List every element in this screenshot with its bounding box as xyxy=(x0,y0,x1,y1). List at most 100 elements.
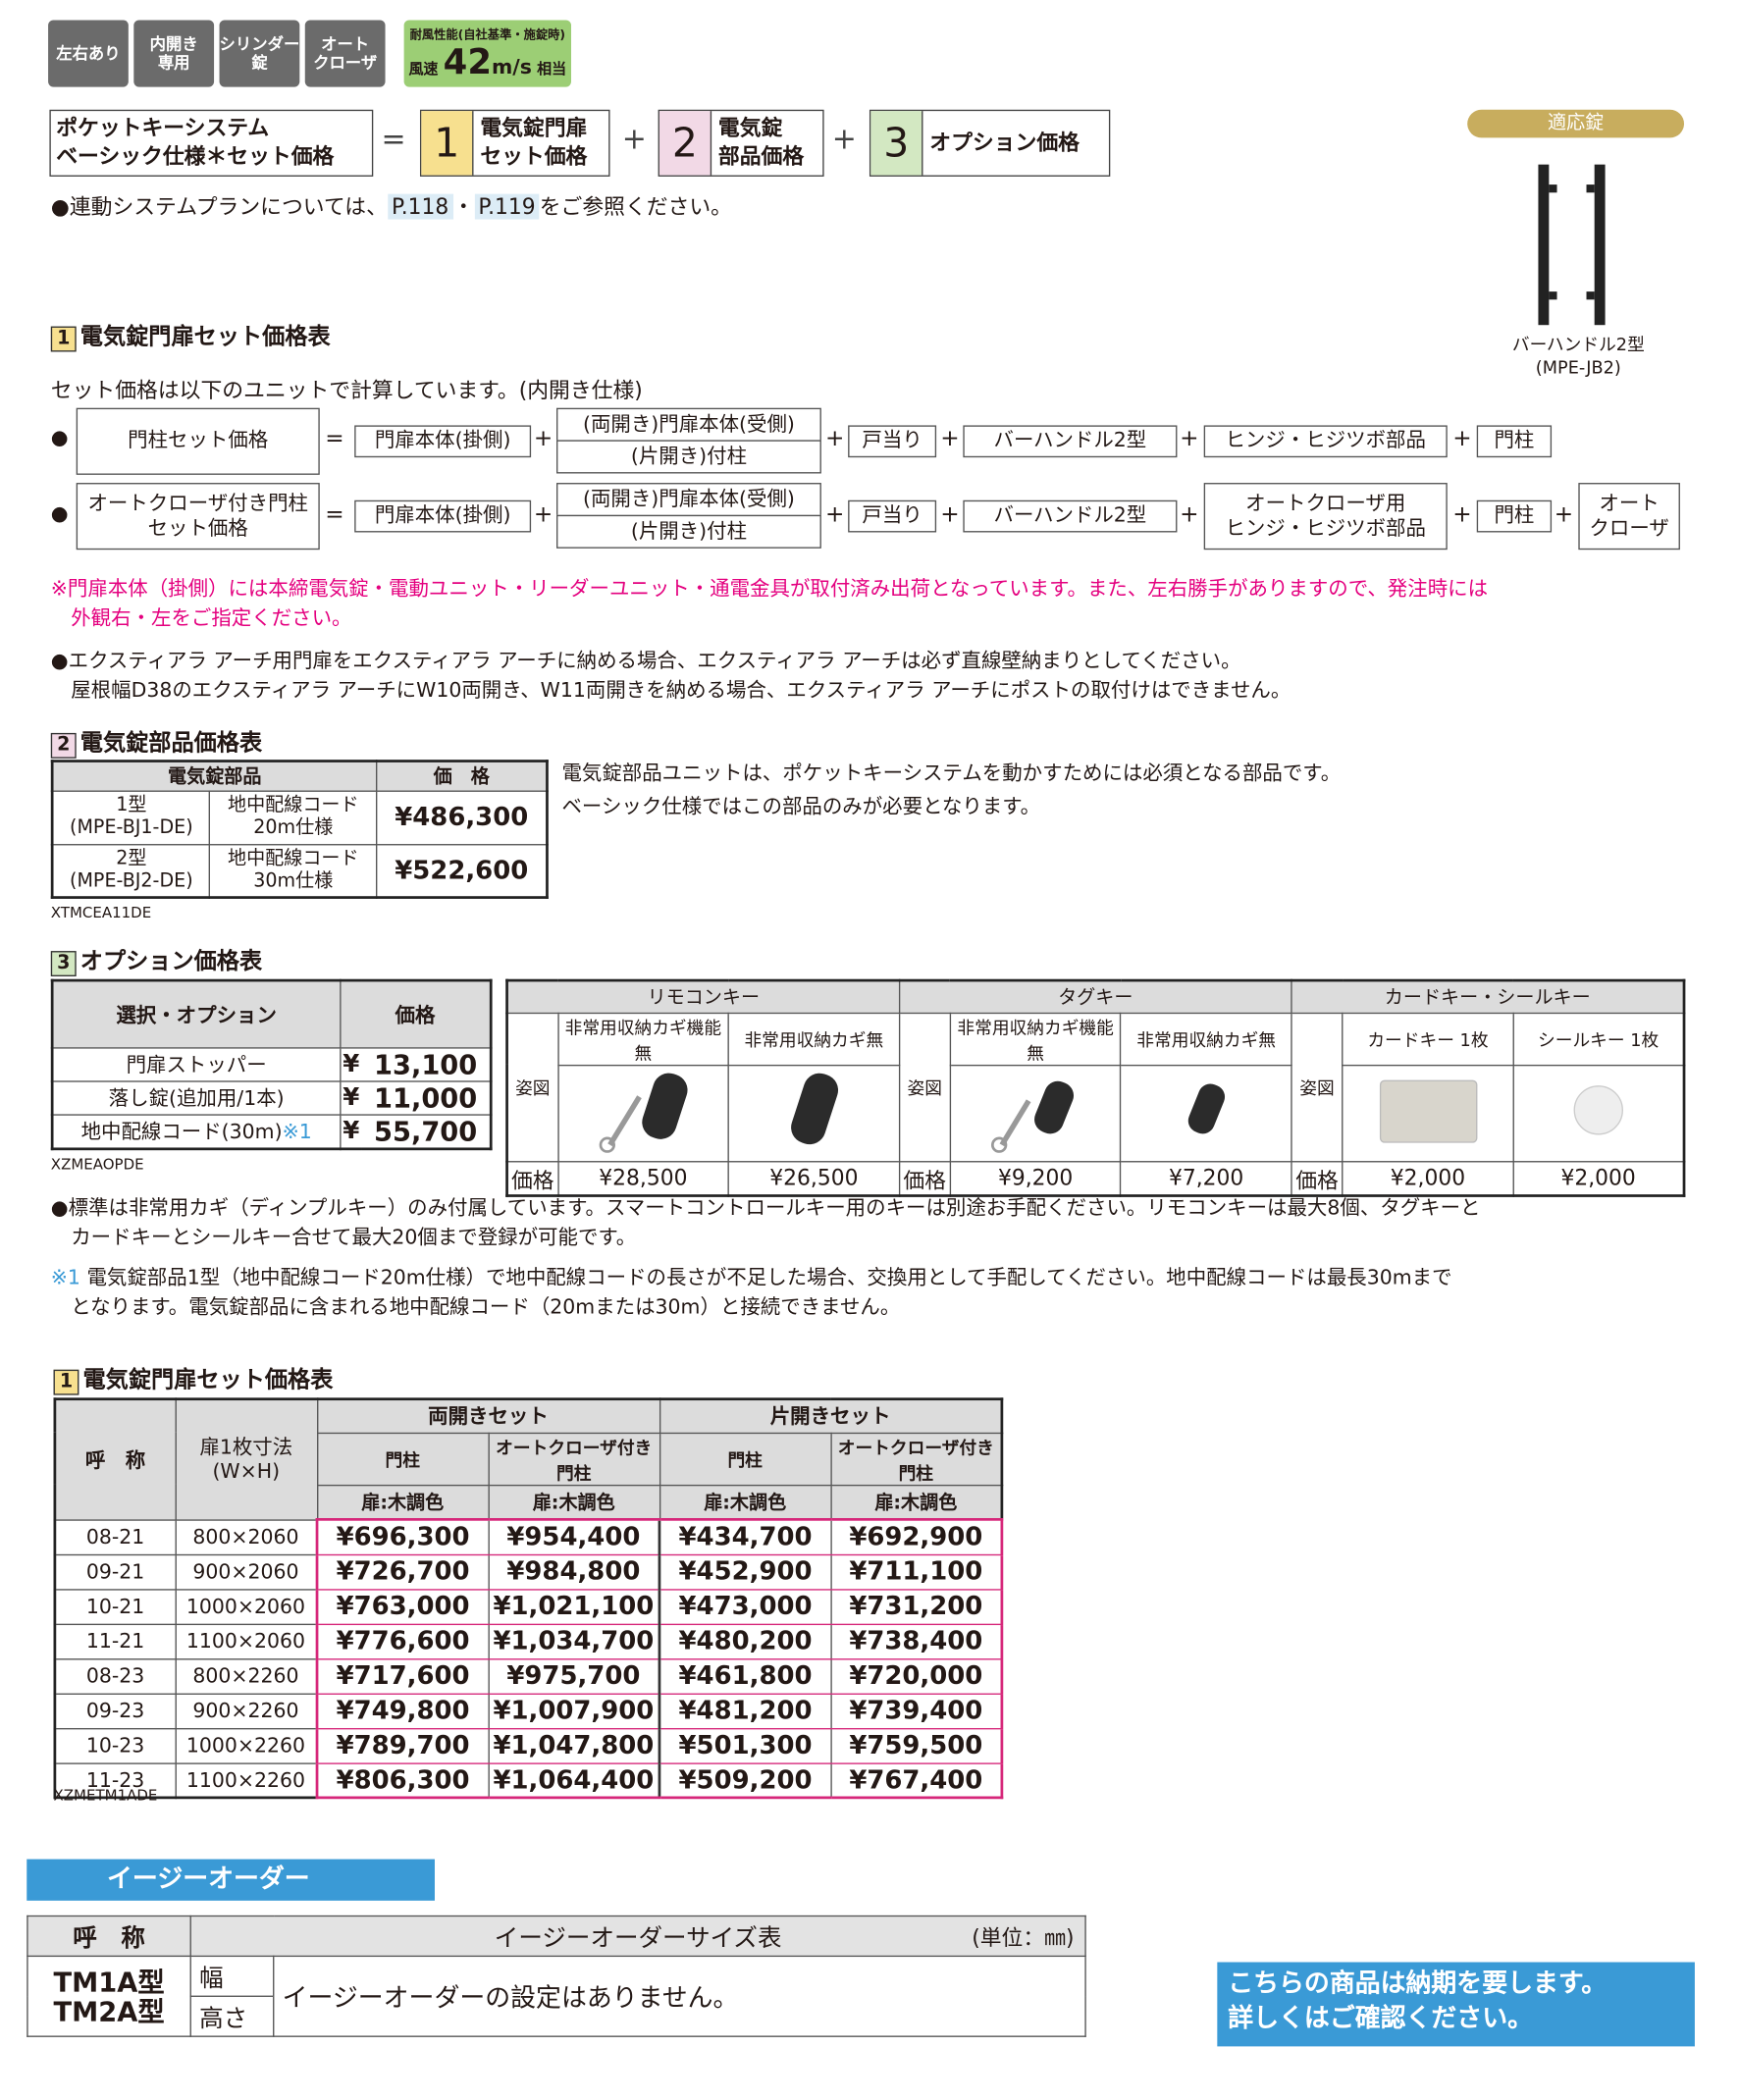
price: ¥711,100 xyxy=(829,1553,1004,1590)
group-remote-key: リモコンキー xyxy=(505,979,901,1014)
footnote-mark: ※1 xyxy=(282,1119,312,1144)
price: ¥2,000 xyxy=(1512,1160,1685,1196)
card-key-image xyxy=(1342,1064,1514,1162)
price: ¥726,700 xyxy=(315,1553,490,1590)
autocloser-set-price: オートクローザ付き門柱 セット価格 xyxy=(76,483,320,551)
size: 1000×2060 xyxy=(174,1588,318,1625)
price: 55,700 xyxy=(361,1113,492,1149)
plus-sign: + xyxy=(1452,501,1472,529)
link-sep: ・ xyxy=(452,193,475,220)
wind-label: 耐風性能(自社基準・施錠時) xyxy=(409,28,566,43)
key-price-table: リモコンキー タグキー カードキー・シールキー 姿図 非常用収納カギ機能無 非常用収納カ… xyxy=(505,978,1686,1197)
price-label: 価格 xyxy=(1291,1160,1344,1196)
section-title: 電気錠部品価格表 xyxy=(79,730,263,758)
price: ¥473,000 xyxy=(658,1588,832,1625)
easy-order-banner: イージーオーダー xyxy=(26,1859,435,1901)
parts-price-table: 電気錠部品価 格 1型 (MPE-BJ1-DE) 地中配線コード 20m仕様 ¥48… xyxy=(50,760,549,899)
price: ¥739,400 xyxy=(829,1692,1004,1729)
wind-badge: 耐風性能(自社基準・施錠時) 風速 42m/s 相当 xyxy=(403,20,572,87)
model-name: 10-21 xyxy=(54,1588,177,1625)
fig-label: 姿図 xyxy=(1291,1012,1344,1162)
wind-unit: m/s xyxy=(491,54,532,79)
plus-sign: + xyxy=(621,123,647,157)
col-label: 非常用収納カギ機能無 xyxy=(949,1012,1122,1066)
model-name: 09-21 xyxy=(54,1553,177,1590)
model-name: 10-23 xyxy=(54,1727,177,1764)
price: ¥759,500 xyxy=(829,1727,1004,1764)
price: ¥954,400 xyxy=(487,1518,660,1555)
section-title: オプション価格表 xyxy=(79,948,263,975)
remote-key-image xyxy=(727,1064,901,1162)
section-title: 電気錠門扉セット価格表 xyxy=(79,323,331,351)
cell: 地中配線コード(30m) xyxy=(80,1119,283,1144)
price: ¥731,200 xyxy=(829,1588,1004,1625)
plus-sign: + xyxy=(1180,425,1199,452)
gate-body: 門扉本体(掛側) xyxy=(354,425,532,458)
plus-sign: + xyxy=(1554,501,1574,529)
formula-num-1: 1 xyxy=(421,111,474,176)
table-row: 08-23 800×2260 ¥717,600 ¥975,700 ¥461,800 ¥72… xyxy=(54,1657,1004,1695)
header: 扉1枚寸法 (W×H) xyxy=(174,1398,318,1521)
price: ¥509,200 xyxy=(658,1761,832,1800)
size: 800×2060 xyxy=(174,1518,318,1555)
section-num: 1 xyxy=(50,326,77,352)
door-stop: 戸当り xyxy=(848,499,937,533)
price: ¥767,400 xyxy=(829,1761,1004,1800)
col-label: カードキー 1枚 xyxy=(1342,1012,1514,1066)
plus-sign: + xyxy=(940,501,960,529)
bullet: ● xyxy=(50,425,69,449)
wind-prefix: 風速 xyxy=(408,60,439,79)
easy-order-table: 呼 称 イージーオーダーサイズ表 (単位：㎜) TM1A型 TM2A型幅イージーオー… xyxy=(26,1915,1086,2037)
price: ¥480,200 xyxy=(658,1623,832,1659)
price: ¥776,600 xyxy=(315,1623,490,1659)
link-note-pre: ●連動システムプランについては、 xyxy=(50,193,388,220)
hinge-parts: ヒンジ・ヒジツボ部品 xyxy=(1203,425,1448,458)
section-title: 電気錠門扉セット価格表 xyxy=(82,1366,334,1394)
header: 価格 xyxy=(339,979,492,1048)
model-names: TM1A型 TM2A型 xyxy=(26,1955,191,2037)
gate-body-receive: (両開き)門扉本体(受側) xyxy=(556,407,821,442)
gate-set-price-table: 呼 称扉1枚寸法 (W×H) 両開きセット 片開きセット 門柱 オートクローザ付き門柱… xyxy=(53,1397,1004,1800)
header: 価 格 xyxy=(376,760,549,792)
parts-description: 電気錠部品ユニットは、ポケットキーシステムを動かすためには必須となる部品です。 … xyxy=(561,761,1342,818)
section1-intro: セット価格は以下のユニットで計算しています。(内開き仕様) xyxy=(50,377,643,403)
plus-sign: + xyxy=(533,425,553,452)
header: 門柱 xyxy=(316,1432,490,1486)
plus-sign: + xyxy=(940,425,960,452)
header: オートクローザ付き門柱 xyxy=(487,1432,660,1486)
autocloser-hinge-parts: オートクローザ用 ヒンジ・ヒジツボ部品 xyxy=(1203,483,1448,551)
formula-label-3: オプション価格 xyxy=(929,129,1080,155)
cell: 地中配線コード 30m仕様 xyxy=(209,843,378,899)
header: オートクローザ付き門柱 xyxy=(829,1432,1003,1486)
formula-item-3: 3 オプション価格 xyxy=(869,109,1111,177)
price: ¥486,300 xyxy=(376,789,549,845)
autocloser: オート クローザ xyxy=(1578,483,1680,551)
size: 900×2260 xyxy=(174,1692,318,1729)
post: 門柱 xyxy=(1476,425,1553,458)
page-link-118[interactable]: P.118 xyxy=(387,193,453,220)
price-label: 価格 xyxy=(898,1160,951,1196)
equals-sign: = xyxy=(381,123,406,157)
door-stop: 戸当り xyxy=(848,425,937,458)
gate-body-receive: (両開き)門扉本体(受側) xyxy=(556,483,821,517)
price: ¥720,000 xyxy=(829,1657,1004,1695)
price: ¥696,300 xyxy=(315,1518,490,1555)
post: 門柱 xyxy=(1476,499,1553,533)
price: ¥789,700 xyxy=(315,1727,490,1764)
section-num: 2 xyxy=(50,732,77,759)
page-link-119[interactable]: P.119 xyxy=(474,193,540,220)
wind-suffix: 相当 xyxy=(537,60,567,79)
cord-note: ※1 電気錠部品1型（地中配線コード20m仕様）で地中配線コードの長さが不足した… xyxy=(51,1264,1452,1322)
product-code: XZMETM1ADE xyxy=(53,1786,158,1805)
table-row: 10-23 1000×2260 ¥789,700 ¥1,047,800 ¥501,300… xyxy=(54,1727,1004,1764)
header: 扉:木調色 xyxy=(659,1484,832,1521)
section3-heading: 3 オプション価格表 xyxy=(50,942,263,976)
bar-handle: バーハンドル2型 xyxy=(963,425,1178,458)
option-price-table: 選択・オプション 価格 門扉ストッパー ¥13,100 落し錠(追加用/1本) ¥11… xyxy=(50,978,493,1150)
cell: 門扉ストッパー xyxy=(51,1046,342,1081)
lock-caption: バーハンドル2型 (MPE-JB2) xyxy=(1511,336,1645,379)
group-tag-key: タグキー xyxy=(898,979,1292,1014)
plus-sign: + xyxy=(831,123,857,157)
size: 1000×2260 xyxy=(174,1727,318,1764)
price: ¥1,021,100 xyxy=(487,1588,660,1625)
